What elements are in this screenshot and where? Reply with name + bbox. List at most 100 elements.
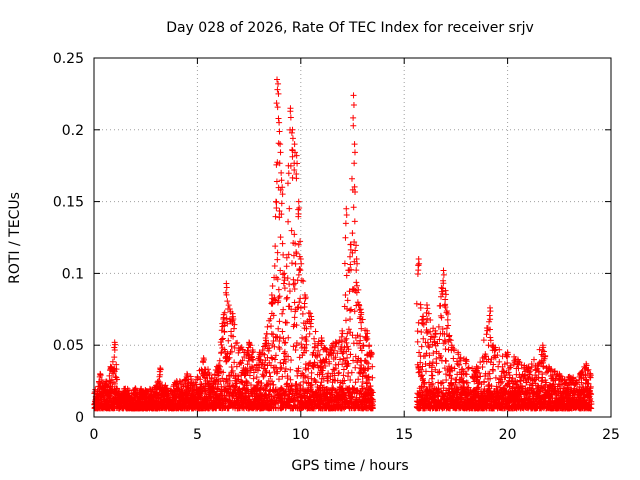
data-point — [494, 352, 501, 359]
data-point — [266, 344, 273, 351]
data-point — [350, 122, 357, 129]
data-point — [279, 373, 286, 380]
data-point — [277, 234, 284, 241]
data-point — [434, 392, 441, 399]
data-point — [358, 325, 365, 332]
data-point — [229, 367, 236, 374]
data-point — [333, 340, 340, 347]
data-point — [424, 315, 431, 322]
data-point — [244, 348, 251, 355]
data-point — [490, 361, 497, 368]
data-point — [368, 388, 375, 395]
data-point — [356, 306, 363, 313]
data-point — [273, 199, 280, 206]
data-point — [514, 379, 521, 386]
data-point — [345, 346, 352, 353]
data-point — [253, 374, 260, 381]
data-point — [286, 205, 293, 212]
data-point — [435, 323, 442, 330]
data-point — [498, 372, 505, 379]
data-point — [365, 365, 372, 372]
data-point — [273, 364, 280, 371]
data-point — [429, 375, 436, 382]
data-point — [369, 401, 376, 408]
data-point — [492, 374, 499, 381]
data-point — [443, 358, 450, 365]
data-point — [343, 339, 350, 346]
data-point — [279, 328, 286, 335]
data-point — [487, 337, 494, 344]
data-point — [306, 330, 313, 337]
data-point — [540, 363, 547, 370]
data-point — [248, 381, 255, 388]
data-point — [285, 334, 292, 341]
data-point — [292, 260, 299, 267]
data-point — [111, 380, 118, 387]
data-point — [434, 340, 441, 347]
data-point — [311, 335, 318, 342]
data-point — [270, 381, 277, 388]
data-point — [303, 325, 310, 332]
data-point — [344, 354, 351, 361]
data-point — [419, 375, 426, 382]
data-point — [574, 381, 581, 388]
data-point — [358, 347, 365, 354]
data-point — [442, 346, 449, 353]
data-point — [281, 285, 288, 292]
data-point — [278, 364, 285, 371]
data-points — [91, 76, 595, 412]
data-point — [326, 360, 333, 367]
data-point — [352, 247, 359, 254]
data-point — [430, 350, 437, 357]
data-point — [348, 266, 355, 273]
data-point — [274, 368, 281, 375]
data-point — [429, 359, 436, 366]
data-point — [98, 377, 105, 384]
data-point — [443, 308, 450, 315]
data-point — [347, 316, 354, 323]
data-point — [319, 396, 326, 403]
data-point — [348, 175, 355, 182]
data-point — [276, 214, 283, 221]
data-point — [554, 390, 561, 397]
data-point — [423, 319, 430, 326]
data-point — [428, 362, 435, 369]
data-point — [288, 129, 295, 136]
data-point — [288, 227, 295, 234]
data-point — [342, 292, 349, 299]
data-point — [295, 365, 302, 372]
data-point — [551, 368, 558, 375]
data-point — [267, 315, 274, 322]
data-point — [332, 354, 339, 361]
data-point — [284, 294, 291, 301]
data-point — [250, 375, 257, 382]
data-point — [535, 375, 542, 382]
data-point — [496, 346, 503, 353]
data-point — [228, 369, 235, 376]
data-point — [336, 369, 343, 376]
data-point — [334, 350, 341, 357]
data-point — [337, 356, 344, 363]
data-point — [113, 366, 120, 373]
data-point — [342, 337, 349, 344]
data-point — [244, 361, 251, 368]
data-point — [487, 375, 494, 382]
data-point — [188, 376, 195, 383]
data-point — [292, 347, 299, 354]
data-point — [431, 339, 438, 346]
data-point — [351, 239, 358, 246]
data-point — [241, 349, 248, 356]
data-point — [369, 374, 376, 381]
data-point — [220, 369, 227, 376]
data-point — [422, 352, 429, 359]
data-point — [299, 334, 306, 341]
data-point — [416, 349, 423, 356]
data-point — [267, 362, 274, 369]
data-point — [295, 241, 302, 248]
data-point — [436, 368, 443, 375]
data-point — [353, 242, 360, 249]
data-point — [552, 377, 559, 384]
data-point — [443, 325, 450, 332]
data-point — [312, 379, 319, 386]
data-point — [289, 153, 296, 160]
